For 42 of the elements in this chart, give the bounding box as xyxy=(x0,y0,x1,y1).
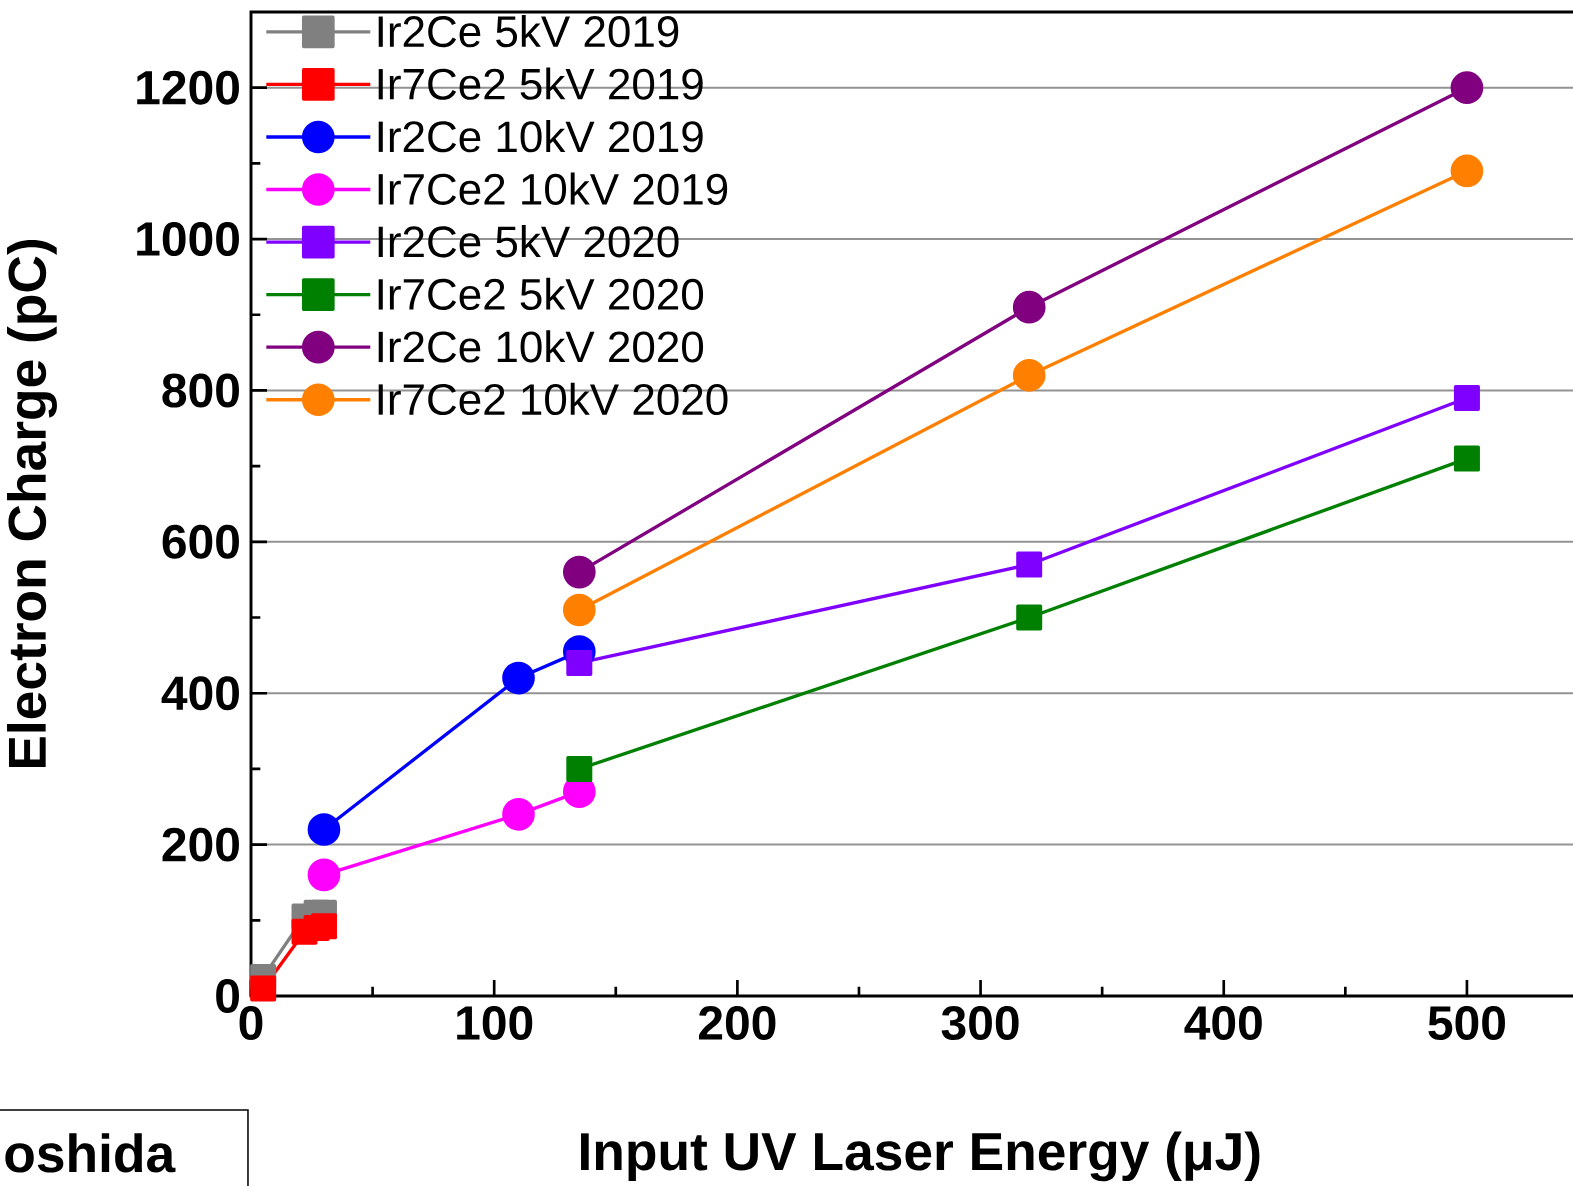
point xyxy=(1012,358,1046,392)
point xyxy=(1016,604,1043,631)
y-axis-title: Electron Charge (pC) xyxy=(7,240,57,768)
legend-label: Ir2Ce 5kV 2019 xyxy=(378,14,679,48)
legend-label: Ir7Ce2 5kV 2019 xyxy=(378,67,703,100)
point xyxy=(1450,71,1484,105)
point xyxy=(250,975,277,1002)
legend-label: Ir7Ce2 10kV 2019 xyxy=(378,172,728,205)
point xyxy=(307,858,341,892)
point xyxy=(562,555,596,589)
point xyxy=(1453,445,1480,472)
x-tick-label: 500 xyxy=(1428,1006,1505,1041)
legend-label: Ir7Ce2 5kV 2020 xyxy=(378,277,704,310)
legend-label: Ir2Ce 5kV 2020 xyxy=(378,225,679,258)
point xyxy=(502,798,535,831)
point xyxy=(566,649,593,676)
text: oshida xyxy=(5,1133,176,1173)
point xyxy=(307,813,341,846)
legend-label: Ir7Ce2 10kV 2020 xyxy=(378,382,728,416)
point xyxy=(1453,385,1480,412)
point xyxy=(562,593,596,627)
legend-label: Ir2Ce 10kV 2019 xyxy=(378,120,703,153)
x-tick-label: 200 xyxy=(699,1006,776,1041)
y-tick-label: 0 xyxy=(216,979,239,1013)
point xyxy=(566,755,593,782)
legend-label: Ir2Ce 10kV 2020 xyxy=(378,330,704,363)
point xyxy=(1016,551,1043,578)
y-tick-label: 200 xyxy=(162,827,239,862)
point xyxy=(502,661,535,695)
y-tick-label: 400 xyxy=(161,676,239,711)
x-tick-label: 0 xyxy=(239,1006,263,1041)
x-tick-label: 100 xyxy=(457,1006,533,1041)
y-tick-label: 1200 xyxy=(137,70,239,105)
x-axis-title: Input UV Laser Energy (μJ) xyxy=(581,1131,1260,1182)
y-tick-label: 1000 xyxy=(137,222,239,257)
y-tick-label: 800 xyxy=(162,373,239,408)
point xyxy=(1450,154,1484,188)
y-tick-label: 600 xyxy=(162,524,239,559)
point xyxy=(310,913,337,940)
x-tick-label: 400 xyxy=(1184,1006,1262,1041)
x-tick-label: 300 xyxy=(941,1006,1019,1041)
point xyxy=(1012,290,1046,324)
